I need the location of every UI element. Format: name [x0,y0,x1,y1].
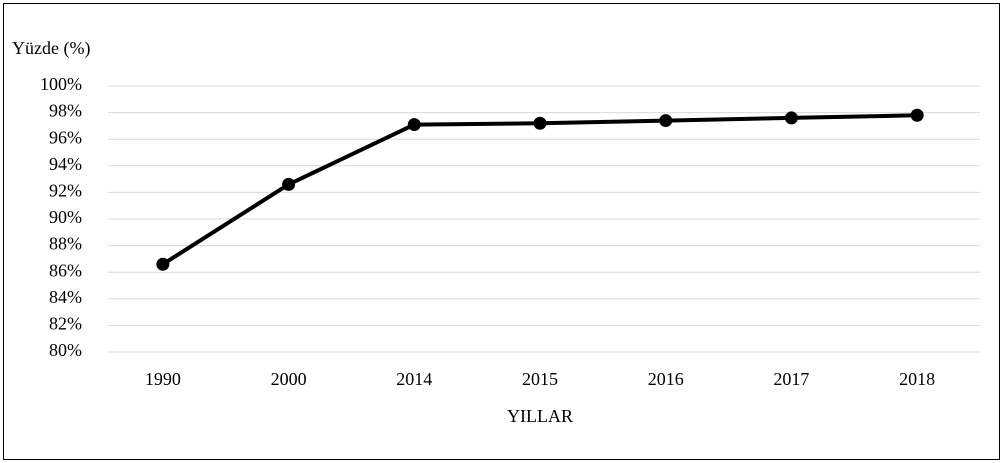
data-point [910,108,924,122]
x-tick-label: 2014 [396,369,432,389]
x-tick-label: 1990 [145,369,181,389]
y-tick-label: 94% [49,154,82,174]
y-tick-label: 90% [49,207,82,227]
x-tick-label: 2016 [648,369,684,389]
y-tick-label: 80% [49,340,82,360]
y-tick-label: 92% [49,181,82,201]
x-axis-label: YILLAR [507,406,573,426]
data-point [659,114,673,128]
x-tick-label: 2015 [522,369,558,389]
data-point [784,111,798,125]
x-tick-label: 2017 [773,369,809,389]
y-tick-label: 82% [49,314,82,334]
y-tick-label: 84% [49,287,82,307]
y-tick-label: 100% [40,74,82,94]
data-point [282,177,296,191]
x-tick-label: 2018 [899,369,935,389]
y-tick-label: 98% [49,101,82,121]
data-point [407,118,421,132]
data-point [533,116,547,130]
y-tick-label: 96% [49,127,82,147]
y-axis-label: Yüzde (%) [12,38,90,59]
x-tick-label: 2000 [271,369,307,389]
chart-border [3,3,1000,460]
y-tick-label: 86% [49,260,82,280]
y-tick-label: 88% [49,234,82,254]
data-point [156,257,170,271]
